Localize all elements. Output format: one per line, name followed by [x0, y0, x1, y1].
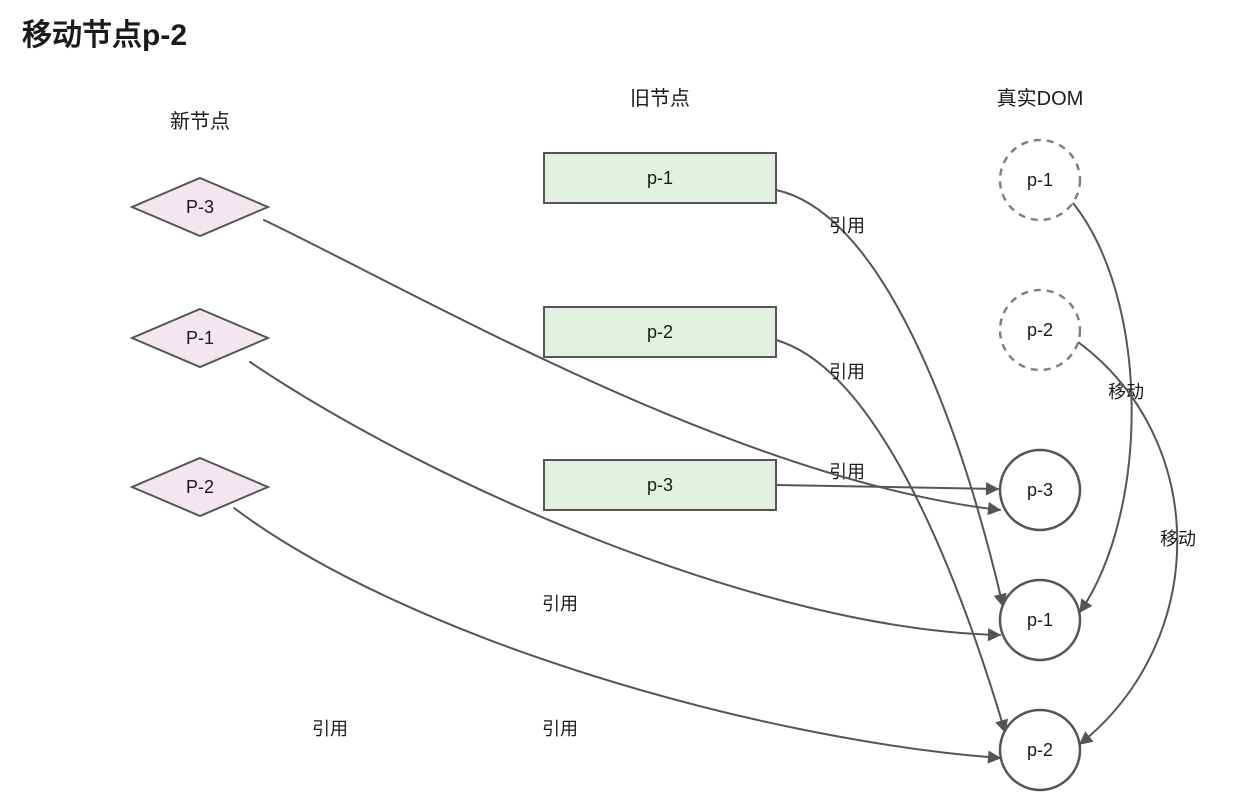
node-label-dom_p2: p-2 [1027, 740, 1053, 760]
edge-new2-dom2 [234, 508, 1000, 758]
node-new_p2: P-2 [132, 458, 268, 516]
edge-old1-dom1 [776, 190, 1003, 606]
node-dom_p1_old: p-1 [1000, 140, 1080, 220]
node-old_p3: p-3 [544, 460, 776, 510]
edge-move-p1 [1073, 203, 1132, 612]
node-old_p2: p-2 [544, 307, 776, 357]
node-label-dom_p1: p-1 [1027, 610, 1053, 630]
node-label-old_p2: p-2 [647, 322, 673, 342]
node-old_p1: p-1 [544, 153, 776, 203]
node-label-dom_p3: p-3 [1027, 480, 1053, 500]
node-label-old_p3: p-3 [647, 475, 673, 495]
column-headers: 新节点 旧节点 真实DOM [170, 87, 1083, 133]
node-dom_p2: p-2 [1000, 710, 1080, 790]
edge-label-move-p2: 移动 [1160, 529, 1196, 549]
node-new_p1: P-1 [132, 309, 268, 367]
node-dom_p1: p-1 [1000, 580, 1080, 660]
node-label-dom_p1_old: p-1 [1027, 170, 1053, 190]
node-label-dom_p2_old: p-2 [1027, 320, 1053, 340]
node-new_p3: P-3 [132, 178, 268, 236]
node-dom_p3: p-3 [1000, 450, 1080, 530]
edge-label-new1-dom1: 引用 [542, 719, 578, 739]
node-dom_p2_old: p-2 [1000, 290, 1080, 370]
nodes-layer: P-3 P-1 P-2 p-1 p-2 p-3 p-1 p-2 p-3 p-1 p-2 [132, 140, 1080, 790]
edge-label-new3-dom3: 引用 [542, 594, 578, 614]
column-header-new: 新节点 [170, 110, 230, 133]
edge-label-old1-dom1: 引用 [829, 216, 865, 236]
node-label-old_p1: p-1 [647, 168, 673, 188]
node-label-new_p3: P-3 [186, 197, 214, 217]
edge-old2-dom2 [776, 340, 1005, 732]
edge-label-move-p1: 移动 [1108, 382, 1144, 402]
node-label-new_p2: P-2 [186, 477, 214, 497]
diagram-title: 移动节点p-2 [22, 19, 187, 52]
edge-label-old2-dom2: 引用 [829, 362, 865, 382]
diagram-canvas: 移动节点p-2 新节点旧节点真实DOM 引用引用引用引用引用引用移动移动 P-3… [0, 0, 1255, 807]
edge-label-new2-dom2: 引用 [312, 719, 348, 739]
column-header-old: 旧节点 [630, 87, 690, 110]
column-header-dom: 真实DOM [997, 87, 1084, 110]
node-label-new_p1: P-1 [186, 328, 214, 348]
